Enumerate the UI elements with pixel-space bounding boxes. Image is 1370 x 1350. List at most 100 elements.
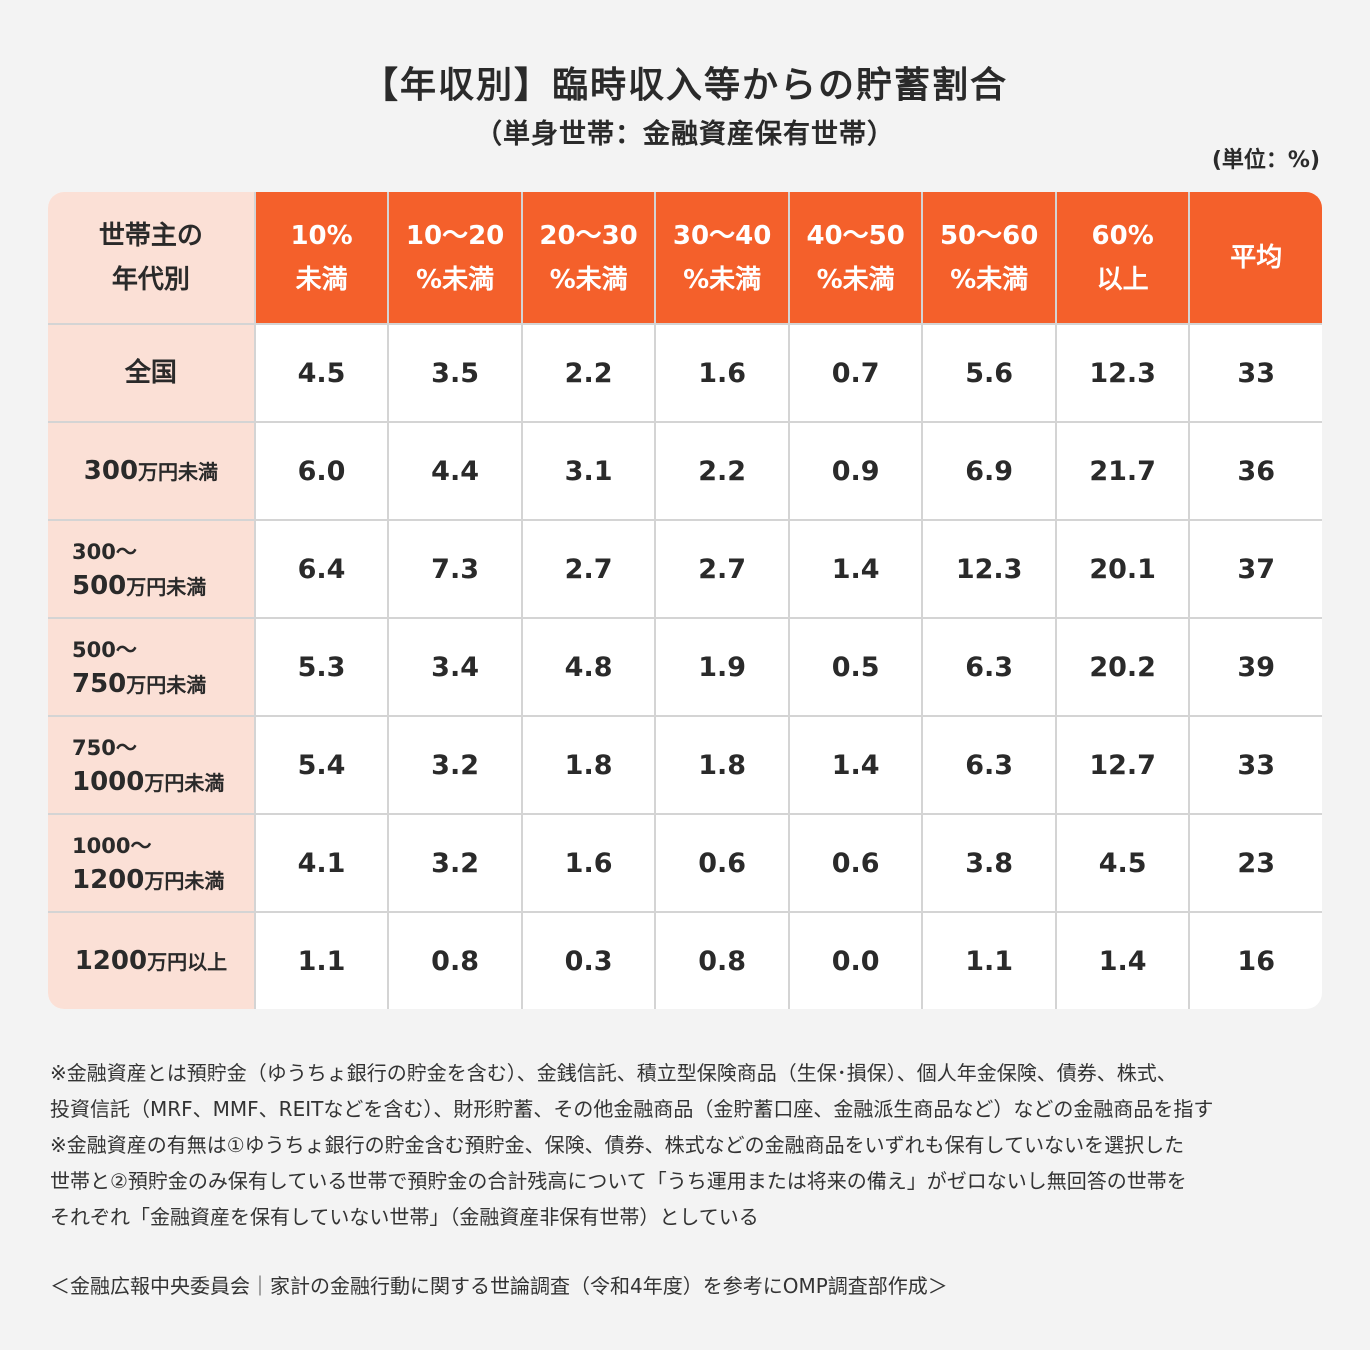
row-header: 750〜 1000万円未満 — [48, 717, 256, 815]
column-header-line: 10% — [290, 220, 353, 251]
row-header-prefix: 750〜 — [72, 735, 137, 760]
footnote-line: ※金融資産の有無は①ゆうちょ銀行の貯金含む預貯金、保険、債券、株式などの金融商品… — [50, 1133, 1185, 1157]
table-cell: 3.5 — [389, 325, 523, 423]
column-header-line: %未満 — [683, 264, 762, 295]
table-cell: 0.8 — [389, 913, 523, 1009]
table-cell: 37 — [1190, 521, 1322, 619]
column-header: 20〜30 %未満 — [522, 192, 657, 325]
table-row: 750〜 1000万円未満 5.4 3.2 1.8 1.8 1.4 6.3 12.7 33 — [48, 717, 1322, 815]
footnote-line: 世帯と②預貯金のみ保有している世帯で預貯金の合計残高について「うち運用または将来… — [50, 1169, 1187, 1193]
row-header: 1000〜 1200万円未満 — [48, 815, 256, 913]
table-cell: 4.1 — [255, 815, 390, 913]
column-header-line: 40〜50 — [806, 220, 905, 251]
table-row: 300万円未満 6.0 4.4 3.1 2.2 0.9 6.9 21.7 36 — [48, 423, 1322, 521]
row-header: 全国 — [48, 325, 256, 423]
column-header-line: %未満 — [416, 264, 495, 295]
table-cell: 0.7 — [789, 325, 924, 423]
table-cell: 1.6 — [656, 325, 790, 423]
table-cell: 36 — [1190, 423, 1322, 521]
column-header-line: 未満 — [295, 264, 348, 295]
table-cell: 16 — [1237, 945, 1275, 977]
table-row: 1200万円以上 1.1 0.8 0.3 0.8 0.0 1.1 1.4 16 — [48, 913, 1322, 1009]
table-cell: 1.9 — [656, 619, 790, 717]
table-cell: 1.4 — [789, 521, 924, 619]
footnote-line: ※金融資産とは預貯金（ゆうちょ銀行の貯金を含む）、金銭信託、積立型保険商品（生保… — [50, 1061, 1177, 1085]
table-cell: 12.3 — [923, 521, 1057, 619]
table-row: 300〜 500万円未満 6.4 7.3 2.7 2.7 1.4 12.3 20.1 37 — [48, 521, 1322, 619]
table-cell: 33 — [1190, 717, 1322, 815]
footnote-line: 投資信託（MRF、MMF、REITなどを含む）、財形貯蓄、その他金融商品（金貯蓄… — [50, 1097, 1214, 1121]
table-cell: 5.4 — [255, 717, 390, 815]
table-cell: 12.7 — [1056, 717, 1191, 815]
table-cell: 1.6 — [522, 815, 657, 913]
header-row: 世帯主の 年代別 10% 未満 10〜20 %未満 20〜30 %未満 30〜40 %未満 40… — [48, 192, 1322, 325]
row-header-number: 500 — [72, 570, 127, 601]
column-header-line: 10〜20 — [405, 220, 505, 251]
row-header-number: 300 — [83, 455, 139, 486]
table-cell: 0.5 — [789, 619, 924, 717]
row-header: 1200万円以上 — [48, 913, 256, 1009]
table-cell: 2.2 — [656, 423, 790, 521]
row-header-prefix: 300〜 — [72, 539, 137, 564]
table-row: 500〜 750万円未満 5.3 3.4 4.8 1.9 0.5 6.3 20.2 39 — [48, 619, 1322, 717]
column-header: 10% 未満 — [255, 192, 390, 325]
table-cell: 1.4 — [789, 717, 924, 815]
corner-header: 世帯主の 年代別 — [48, 192, 256, 325]
row-header-unit: 万円未満 — [138, 459, 219, 484]
table-cell: 21.7 — [1056, 423, 1191, 521]
table-row: 1000〜 1200万円未満 4.1 3.2 1.6 0.6 0.6 3.8 4.5 23 — [48, 815, 1322, 913]
table-cell: 0.8 — [656, 913, 790, 1009]
table-cell: 6.4 — [255, 521, 390, 619]
table-cell: 33 — [1190, 325, 1322, 423]
data-table: 世帯主の 年代別 10% 未満 10〜20 %未満 20〜30 %未満 30〜40 %未満 40… — [48, 192, 1322, 1009]
table-cell: 4.4 — [389, 423, 523, 521]
row-header-unit: 万円未満 — [144, 770, 225, 795]
table-cell: 23 — [1190, 815, 1322, 913]
corner-line: 世帯主の — [98, 220, 203, 251]
table-row: 全国 4.5 3.5 2.2 1.6 0.7 5.6 12.3 33 — [48, 325, 1322, 423]
column-header: 平均 — [1190, 192, 1322, 325]
table-cell: 2.2 — [522, 325, 657, 423]
column-header: 60% 以上 — [1056, 192, 1191, 325]
table-cell: 3.1 — [522, 423, 657, 521]
column-header: 10〜20 %未満 — [389, 192, 523, 325]
table-cell: 1.8 — [656, 717, 790, 815]
table-cell: 1.1 — [923, 913, 1057, 1009]
table-cell: 3.4 — [389, 619, 523, 717]
corner-line: 年代別 — [111, 264, 190, 295]
table-cell: 0.6 — [656, 815, 790, 913]
table-cell: 4.5 — [255, 325, 390, 423]
table-cell: 2.7 — [656, 521, 790, 619]
chart-subtitle: （単身世帯：金融資産保有世帯） — [475, 119, 895, 150]
table-cell: 1.1 — [256, 913, 390, 1009]
table-cell: 1.4 — [1057, 913, 1191, 1009]
column-header-line: %未満 — [816, 264, 895, 295]
column-header-line: 以上 — [1096, 264, 1149, 295]
row-header-number: 1000 — [72, 766, 145, 797]
table-cell: 4.8 — [522, 619, 657, 717]
table-cell: 0.9 — [789, 423, 924, 521]
source-note: ＜金融広報中央委員会｜家計の金融行動に関する世論調査（令和4年度）を参考にOMP… — [50, 1274, 948, 1298]
table-cell: 7.3 — [389, 521, 523, 619]
table-cell: 6.9 — [923, 423, 1057, 521]
table-cell: 20.1 — [1056, 521, 1191, 619]
table-cell: 3.2 — [389, 717, 523, 815]
column-header-line: %未満 — [549, 264, 628, 295]
column-header: 40〜50 %未満 — [789, 192, 924, 325]
table-cell: 5.6 — [923, 325, 1057, 423]
column-header-line: 平均 — [1230, 242, 1283, 273]
row-header-number: 1200 — [74, 945, 148, 976]
table-cell: 0.0 — [790, 913, 924, 1009]
column-header: 30〜40 %未満 — [656, 192, 790, 325]
table-cell: 0.6 — [789, 815, 924, 913]
table-cell: 0.3 — [523, 913, 657, 1009]
column-header-line: 50〜60 — [939, 220, 1039, 251]
table-cell: 39 — [1190, 619, 1322, 717]
table-cell: 12.3 — [1056, 325, 1191, 423]
row-header-number: 1200 — [72, 864, 145, 895]
table-cell: 6.0 — [255, 423, 390, 521]
row-header-unit: 万円未満 — [126, 574, 207, 599]
column-header-line: 20〜30 — [539, 220, 638, 251]
table-cell: 6.3 — [923, 619, 1057, 717]
row-header-unit: 万円未満 — [144, 868, 225, 893]
